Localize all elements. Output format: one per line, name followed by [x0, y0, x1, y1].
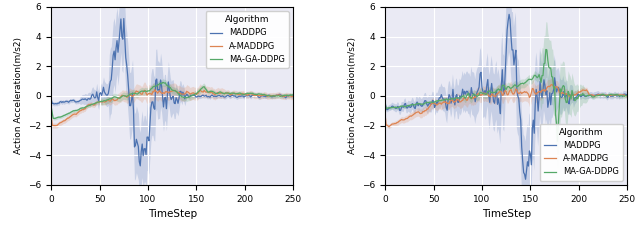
Y-axis label: Action Acceleration(m/s2): Action Acceleration(m/s2) — [13, 37, 22, 154]
X-axis label: TimeStep: TimeStep — [148, 209, 196, 219]
Legend: MADDPG, A-MADDPG, MA-GA-DDPG: MADDPG, A-MADDPG, MA-GA-DDPG — [205, 11, 289, 68]
A-MADDPG — [289, 95, 297, 98]
A-MADDPG — [565, 95, 573, 98]
MADDPG — [213, 95, 221, 98]
MADDPG — [231, 94, 239, 97]
MADDPG — [381, 100, 389, 103]
MA-GA-DDPG — [143, 90, 151, 93]
A-MADDPG — [385, 125, 393, 128]
Line: A-MADDPG: A-MADDPG — [51, 90, 293, 126]
A-MADDPG — [159, 91, 167, 94]
MA-GA-DDPG — [492, 91, 499, 94]
MADDPG — [120, 17, 127, 20]
Legend: MADDPG, A-MADDPG, MA-GA-DDPG: MADDPG, A-MADDPG, MA-GA-DDPG — [540, 124, 623, 181]
MADDPG — [529, 119, 537, 122]
MA-GA-DDPG — [542, 48, 550, 51]
MADDPG — [47, 98, 55, 101]
MADDPG — [144, 136, 152, 139]
Line: MADDPG: MADDPG — [51, 18, 293, 166]
A-MADDPG — [143, 94, 151, 96]
MADDPG — [195, 95, 203, 98]
X-axis label: TimeStep: TimeStep — [482, 209, 531, 219]
A-MADDPG — [231, 92, 239, 95]
MA-GA-DDPG — [51, 117, 58, 120]
MADDPG — [476, 73, 484, 75]
MA-GA-DDPG — [381, 103, 389, 106]
MADDPG — [159, 106, 167, 108]
MA-GA-DDPG — [623, 94, 631, 97]
Line: MA-GA-DDPG: MA-GA-DDPG — [385, 49, 627, 141]
Line: MA-GA-DDPG: MA-GA-DDPG — [51, 82, 293, 119]
MADDPG — [136, 164, 144, 167]
MA-GA-DDPG — [554, 140, 561, 143]
MA-GA-DDPG — [546, 67, 554, 70]
MADDPG — [289, 94, 297, 97]
A-MADDPG — [193, 93, 200, 96]
A-MADDPG — [529, 87, 536, 90]
MADDPG — [547, 103, 555, 106]
MA-GA-DDPG — [527, 78, 535, 81]
A-MADDPG — [381, 114, 389, 117]
Line: A-MADDPG: A-MADDPG — [385, 85, 627, 127]
MADDPG — [522, 178, 529, 181]
MA-GA-DDPG — [195, 90, 203, 92]
MADDPG — [527, 153, 534, 155]
MA-GA-DDPG — [47, 106, 55, 108]
MADDPG — [193, 96, 200, 98]
A-MADDPG — [623, 94, 631, 97]
A-MADDPG — [51, 124, 59, 127]
MA-GA-DDPG — [525, 78, 532, 81]
A-MADDPG — [47, 114, 55, 117]
MA-GA-DDPG — [193, 92, 200, 95]
A-MADDPG — [213, 92, 221, 95]
MADDPG — [623, 94, 631, 97]
Y-axis label: Action Acceleration(m/s2): Action Acceleration(m/s2) — [348, 37, 356, 154]
MA-GA-DDPG — [231, 92, 239, 95]
MA-GA-DDPG — [159, 81, 166, 84]
MA-GA-DDPG — [213, 92, 221, 95]
A-MADDPG — [546, 85, 554, 88]
MADDPG — [492, 93, 499, 95]
A-MADDPG — [477, 93, 485, 96]
A-MADDPG — [151, 88, 159, 91]
MA-GA-DDPG — [565, 93, 573, 96]
MADDPG — [565, 103, 573, 105]
A-MADDPG — [525, 96, 533, 99]
A-MADDPG — [493, 93, 500, 95]
Line: MADDPG: MADDPG — [385, 14, 627, 179]
MA-GA-DDPG — [476, 91, 484, 94]
A-MADDPG — [548, 83, 556, 86]
MADDPG — [505, 13, 513, 16]
MA-GA-DDPG — [159, 81, 167, 84]
A-MADDPG — [195, 90, 203, 92]
MA-GA-DDPG — [289, 94, 297, 97]
